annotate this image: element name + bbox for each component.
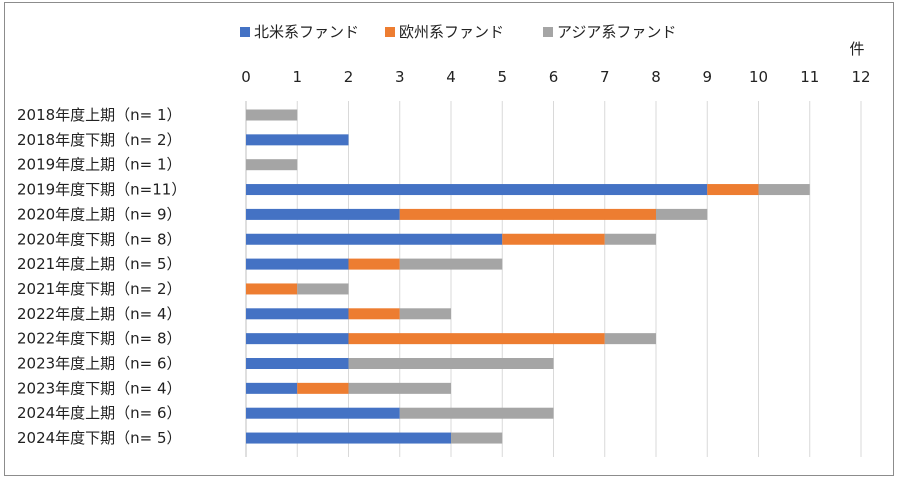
- category-label-9: 2022年度下期（n= 8）: [17, 330, 182, 348]
- category-label-7: 2021年度下期（n= 2）: [17, 280, 182, 298]
- bar-6-series-2: [399, 258, 503, 270]
- category-label-3: 2019年度下期（n=11）: [17, 181, 186, 199]
- category-label-5: 2020年度下期（n= 8）: [17, 230, 182, 248]
- x-tick-label-3: 3: [395, 68, 405, 86]
- bar-5-series-2: [604, 233, 656, 245]
- bar-7-series-1: [246, 283, 298, 295]
- bar-8-series-2: [399, 308, 451, 320]
- bars: [246, 109, 810, 444]
- bar-2-series-2: [246, 159, 298, 171]
- legend-swatch-1: [385, 27, 395, 37]
- bar-5-series-1: [502, 233, 605, 245]
- legend-swatch-0: [240, 27, 250, 37]
- x-tick-label-2: 2: [344, 68, 354, 86]
- category-labels: 2018年度上期（n= 1） 2018年度下期（n= 2） 2019年度上期（n= …: [17, 106, 186, 447]
- x-tick-label-7: 7: [600, 68, 610, 86]
- x-axis-ticks: 0 1 2 3 4 5 6 7 8 9 10 11 12: [241, 68, 870, 86]
- bar-11-series-2: [348, 382, 451, 394]
- legend-swatch-2: [543, 27, 553, 37]
- bar-10-series-2: [348, 358, 554, 369]
- x-tick-label-6: 6: [549, 68, 559, 86]
- bar-6-series-1: [348, 258, 400, 270]
- category-label-2: 2019年度上期（n= 1）: [17, 156, 182, 174]
- gridlines: [245, 101, 862, 457]
- bar-4-series-2: [656, 208, 708, 220]
- category-label-11: 2023年度下期（n= 4）: [17, 379, 182, 397]
- x-tick-label-5: 5: [497, 68, 507, 86]
- bar-10-series-0: [246, 358, 349, 369]
- bar-8-series-1: [348, 308, 400, 320]
- x-tick-label-11: 11: [800, 68, 819, 86]
- category-label-0: 2018年度上期（n= 1）: [17, 106, 182, 124]
- legend: 北米系ファンド 欧州系ファンド アジア系ファンド: [240, 23, 676, 41]
- bar-4-series-1: [399, 208, 656, 220]
- bar-3-series-2: [758, 184, 810, 196]
- x-tick-label-8: 8: [651, 68, 661, 86]
- category-label-4: 2020年度上期（n= 9）: [17, 205, 182, 223]
- bar-12-series-0: [246, 407, 400, 419]
- unit-label: 件: [849, 40, 864, 58]
- category-label-12: 2024年度上期（n= 6）: [17, 404, 182, 422]
- bar-0-series-2: [246, 109, 298, 121]
- bar-5-series-0: [246, 233, 503, 245]
- category-label-1: 2018年度下期（n= 2）: [17, 131, 182, 149]
- x-tick-label-1: 1: [292, 68, 302, 86]
- bar-13-series-2: [451, 432, 503, 444]
- category-label-13: 2024年度下期（n= 5）: [17, 429, 182, 447]
- bar-9-series-1: [348, 333, 605, 345]
- x-tick-label-9: 9: [702, 68, 712, 86]
- bar-3-series-1: [707, 184, 759, 196]
- bar-7-series-2: [297, 283, 349, 295]
- x-tick-label-4: 4: [446, 68, 456, 86]
- x-tick-label-0: 0: [241, 68, 251, 86]
- category-label-10: 2023年度上期（n= 6）: [17, 355, 182, 373]
- bar-11-series-0: [246, 382, 298, 394]
- bar-6-series-0: [246, 258, 349, 270]
- bar-13-series-0: [246, 432, 451, 444]
- bar-3-series-0: [246, 184, 708, 196]
- legend-label-2: アジア系ファンド: [557, 23, 676, 41]
- bar-9-series-2: [604, 333, 656, 345]
- bar-1-series-0: [246, 134, 349, 146]
- bar-12-series-2: [399, 407, 554, 419]
- legend-label-1: 欧州系ファンド: [399, 23, 504, 41]
- legend-label-0: 北米系ファンド: [254, 23, 359, 41]
- bar-11-series-1: [297, 382, 349, 394]
- bar-4-series-0: [246, 208, 400, 220]
- bar-8-series-0: [246, 308, 349, 320]
- x-tick-label-12: 12: [851, 68, 870, 86]
- category-label-8: 2022年度上期（n= 4）: [17, 305, 182, 323]
- category-label-6: 2021年度上期（n= 5）: [17, 255, 182, 273]
- x-tick-label-10: 10: [749, 68, 768, 86]
- bar-9-series-0: [246, 333, 349, 345]
